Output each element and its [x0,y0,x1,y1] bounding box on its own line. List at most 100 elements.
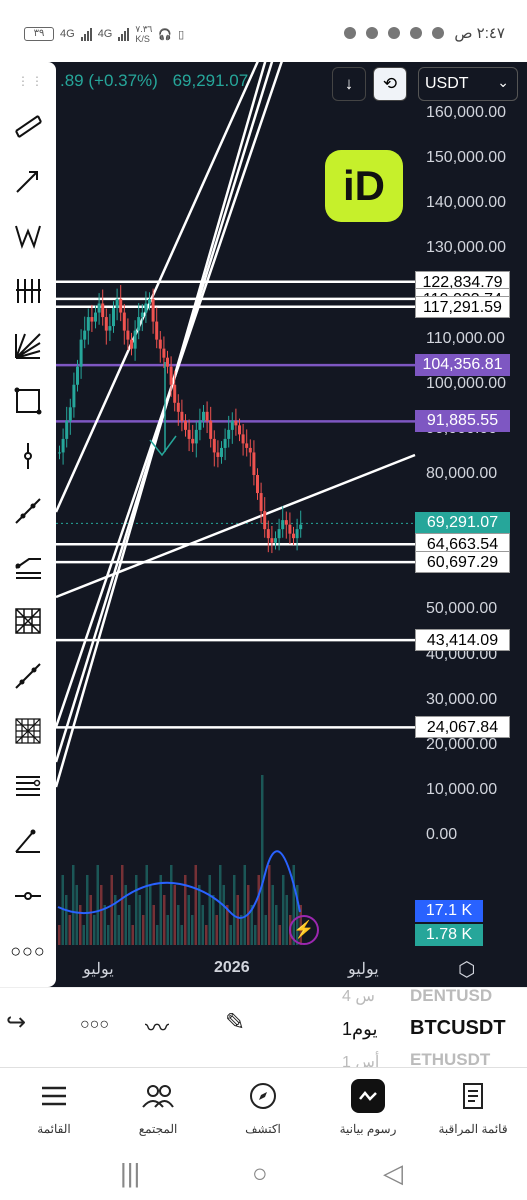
candle-body [148,299,151,304]
currency-select[interactable]: USDT ⌄ [418,67,518,101]
fib-icon [15,558,41,579]
angle-tool[interactable] [8,821,48,861]
horizontal-ray-tool[interactable] [8,876,48,916]
headphones-icon: 🎧 [158,28,173,41]
price-axis-label: 100,000.00 [426,374,507,392]
volume-bar [149,885,152,945]
candle-body [90,317,94,322]
watchlist-icon [423,1076,523,1116]
volume-bar [131,925,134,945]
gann-square-icon [15,718,41,744]
gann-box-tool[interactable] [8,601,48,641]
price-axis-label: 10,000.00 [426,780,498,798]
chart-settings-icon[interactable]: ⬡ [458,959,476,981]
arrow-icon [16,171,38,193]
price-axis-label: 140,000.00 [426,194,507,212]
candle-body [256,475,259,494]
bottom-navigation: القائمة المجتمع اكتشف رسوم بيانية قائمة … [0,1067,527,1152]
ray-tool[interactable] [8,656,48,696]
candle-body [263,511,267,530]
volume-bar [110,875,113,945]
drag-handle-icon[interactable]: ⋮⋮ [17,74,45,88]
volume-bar [159,875,162,945]
flash-icon[interactable]: ⚡ [289,915,319,945]
volume-bar [184,875,187,945]
candle-body [158,339,162,349]
download-button[interactable]: ↓ [332,67,366,101]
volume-bar [282,875,285,945]
candle-body [230,420,234,430]
fib-retracement-tool[interactable] [8,546,48,586]
recent-apps-icon[interactable]: ||| [120,1158,141,1188]
interval-current[interactable]: 1يوم [342,1019,378,1039]
symbol-prev[interactable]: DENTUSD [410,986,493,1005]
more-options-icon[interactable]: ○○○ [80,1016,109,1033]
symbol-next[interactable]: ETHUSDT [410,1050,491,1069]
signal-icon-2 [118,27,130,41]
gann-square-tool[interactable] [8,711,48,751]
vertical-line-tool[interactable] [8,436,48,476]
candle-body [223,438,227,448]
volume-bar [208,875,211,945]
volume-bar [215,915,218,945]
volume-bar [142,915,145,945]
candle-body [76,366,79,385]
home-icon[interactable]: ○ [252,1158,268,1188]
candle-body [173,384,177,403]
nav-watchlist[interactable]: قائمة المراقبة [423,1076,523,1136]
volume-bar [296,885,299,945]
nav-menu[interactable]: القائمة [4,1076,104,1136]
candle-body [184,420,187,430]
volume-bar [180,925,183,945]
volume-bar [271,885,274,945]
image-icon [432,27,445,39]
arrow-tool[interactable] [8,161,48,201]
interval-next[interactable]: 1 أس [342,1054,380,1071]
volume-bar [236,895,239,945]
compass-icon [213,1076,313,1116]
nav-label-charts: رسوم بيانية [339,1122,397,1136]
back-icon[interactable]: ◁ [383,1158,403,1188]
candle-body [284,520,288,525]
interval-prev[interactable]: 4 س [342,988,375,1005]
more-tools-button[interactable]: ○○○ [8,931,48,971]
fib-fan-tool[interactable] [8,326,48,366]
volume-bar [152,905,155,945]
candle-body [248,447,252,453]
volume-bar [219,865,222,945]
nav-charts[interactable]: رسوم بيانية [318,1076,418,1136]
elliott-wave-tool[interactable] [8,216,48,256]
nav-label-community: المجتمع [138,1122,178,1136]
nav-explore[interactable]: اكتشف [213,1076,313,1136]
volume-bar [68,915,71,945]
candle-body [72,384,76,408]
price-axis-label: 20,000.00 [426,735,498,753]
rectangle-tool[interactable] [8,381,48,421]
chart-canvas[interactable]: .89 (+0.37%) 69,291.07 ↓ ⟲ USDT ⌄ iD 160… [0,62,527,987]
horizontal-lines-tool[interactable] [8,766,48,806]
signal-icon [80,27,92,41]
volume-bar [173,885,176,945]
candle-body [227,429,231,439]
volume-bar [292,865,295,945]
trend-line [54,62,259,513]
symbol-current[interactable]: BTCUSDT [410,1017,506,1039]
candle-body [83,330,87,340]
pencil-icon[interactable]: ✎ [225,1009,246,1036]
nav-label-menu: القائمة [37,1122,71,1136]
nav-community[interactable]: المجتمع [108,1076,208,1136]
level-price-label: 117,291.59 [415,295,510,318]
candle-body [270,538,274,543]
candle-body [259,493,263,512]
volume-bar [89,895,92,945]
parallel-channel-tool[interactable] [8,106,48,146]
candle-body [277,529,281,539]
gann-tool[interactable] [8,271,48,311]
toggle-view-button[interactable]: ⟲ [373,67,407,101]
candle-body [79,339,83,367]
trend-line-tool[interactable] [8,491,48,531]
indicators-icon[interactable]: 〰 [145,1015,169,1042]
price-axis-label: 160,000.00 [426,104,507,121]
share-icon[interactable]: ↪ [6,1009,27,1036]
volume-bar [205,925,208,945]
